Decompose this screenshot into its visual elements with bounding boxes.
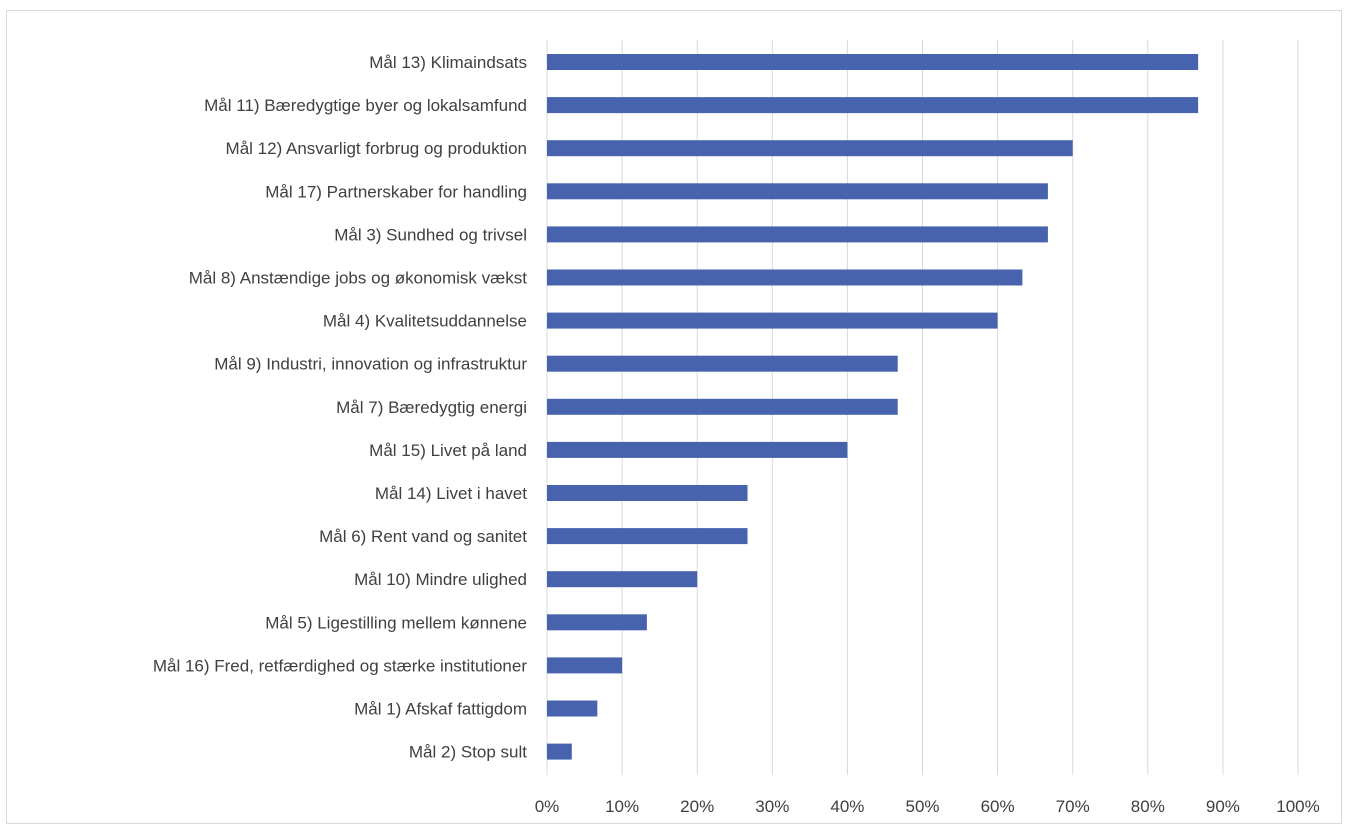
category-label: Mål 3) Sundhed og trivsel xyxy=(334,225,527,244)
bar xyxy=(547,54,1199,70)
category-label: Mål 15) Livet på land xyxy=(369,441,527,460)
x-tick-label: 70% xyxy=(1056,797,1090,816)
bar xyxy=(547,441,848,458)
category-label: Mål 11) Bæredygtige byer og lokalsamfund xyxy=(204,96,527,115)
x-tick-label: 30% xyxy=(755,797,789,816)
bar xyxy=(547,528,748,545)
x-tick-label: 40% xyxy=(830,797,864,816)
bar xyxy=(547,312,998,329)
bar xyxy=(547,657,623,674)
gridlines xyxy=(546,40,1299,775)
bar xyxy=(547,398,898,415)
category-label: Mål 2) Stop sult xyxy=(409,743,527,762)
x-tick-label: 60% xyxy=(981,797,1015,816)
x-tick-label: 80% xyxy=(1131,797,1165,816)
category-label: Mål 4) Kvalitetsuddannelse xyxy=(323,312,527,331)
category-labels: Mål 13) Klimaindsats Mål 11) Bæredygtige … xyxy=(153,53,528,762)
x-tick-label: 0% xyxy=(535,797,560,816)
category-label: Mål 16) Fred, retfærdighed og stærke ins… xyxy=(153,656,528,675)
category-label: Mål 12) Ansvarligt forbrug og produktion xyxy=(226,139,527,158)
bar xyxy=(547,355,898,372)
category-label: Mål 13) Klimaindsats xyxy=(369,53,527,72)
x-tick-label: 10% xyxy=(605,797,639,816)
category-label: Mål 6) Rent vand og sanitet xyxy=(319,527,527,546)
bar xyxy=(547,743,572,760)
category-label: Mål 14) Livet i havet xyxy=(375,484,527,503)
category-label: Mål 17) Partnerskaber for handling xyxy=(265,182,527,201)
bars xyxy=(547,54,1199,760)
bar xyxy=(547,140,1073,157)
category-label: Mål 8) Anstændige jobs og økonomisk væks… xyxy=(189,269,528,288)
x-tick-label: 50% xyxy=(905,797,939,816)
x-tick-label: 100% xyxy=(1276,797,1319,816)
x-tick-label: 90% xyxy=(1206,797,1240,816)
bar xyxy=(547,226,1048,243)
category-label: Mål 1) Afskaf fattigdom xyxy=(354,700,527,719)
category-label: Mål 10) Mindre ulighed xyxy=(354,570,527,589)
bar xyxy=(547,485,748,501)
bar xyxy=(547,614,647,631)
category-label: Mål 9) Industri, innovation og infrastru… xyxy=(214,355,527,374)
bar xyxy=(547,97,1199,114)
bar xyxy=(547,183,1048,200)
bar xyxy=(547,571,698,588)
x-axis-tick-labels: 0% 10% 20% 30% 40% 50% 60% 70% 80% 90% 100% xyxy=(535,797,1320,816)
bar xyxy=(547,269,1023,286)
category-label: Mål 7) Bæredygtig energi xyxy=(336,398,527,417)
bar xyxy=(547,700,598,717)
x-tick-label: 20% xyxy=(680,797,714,816)
category-label: Mål 5) Ligestilling mellem kønnene xyxy=(265,613,527,632)
